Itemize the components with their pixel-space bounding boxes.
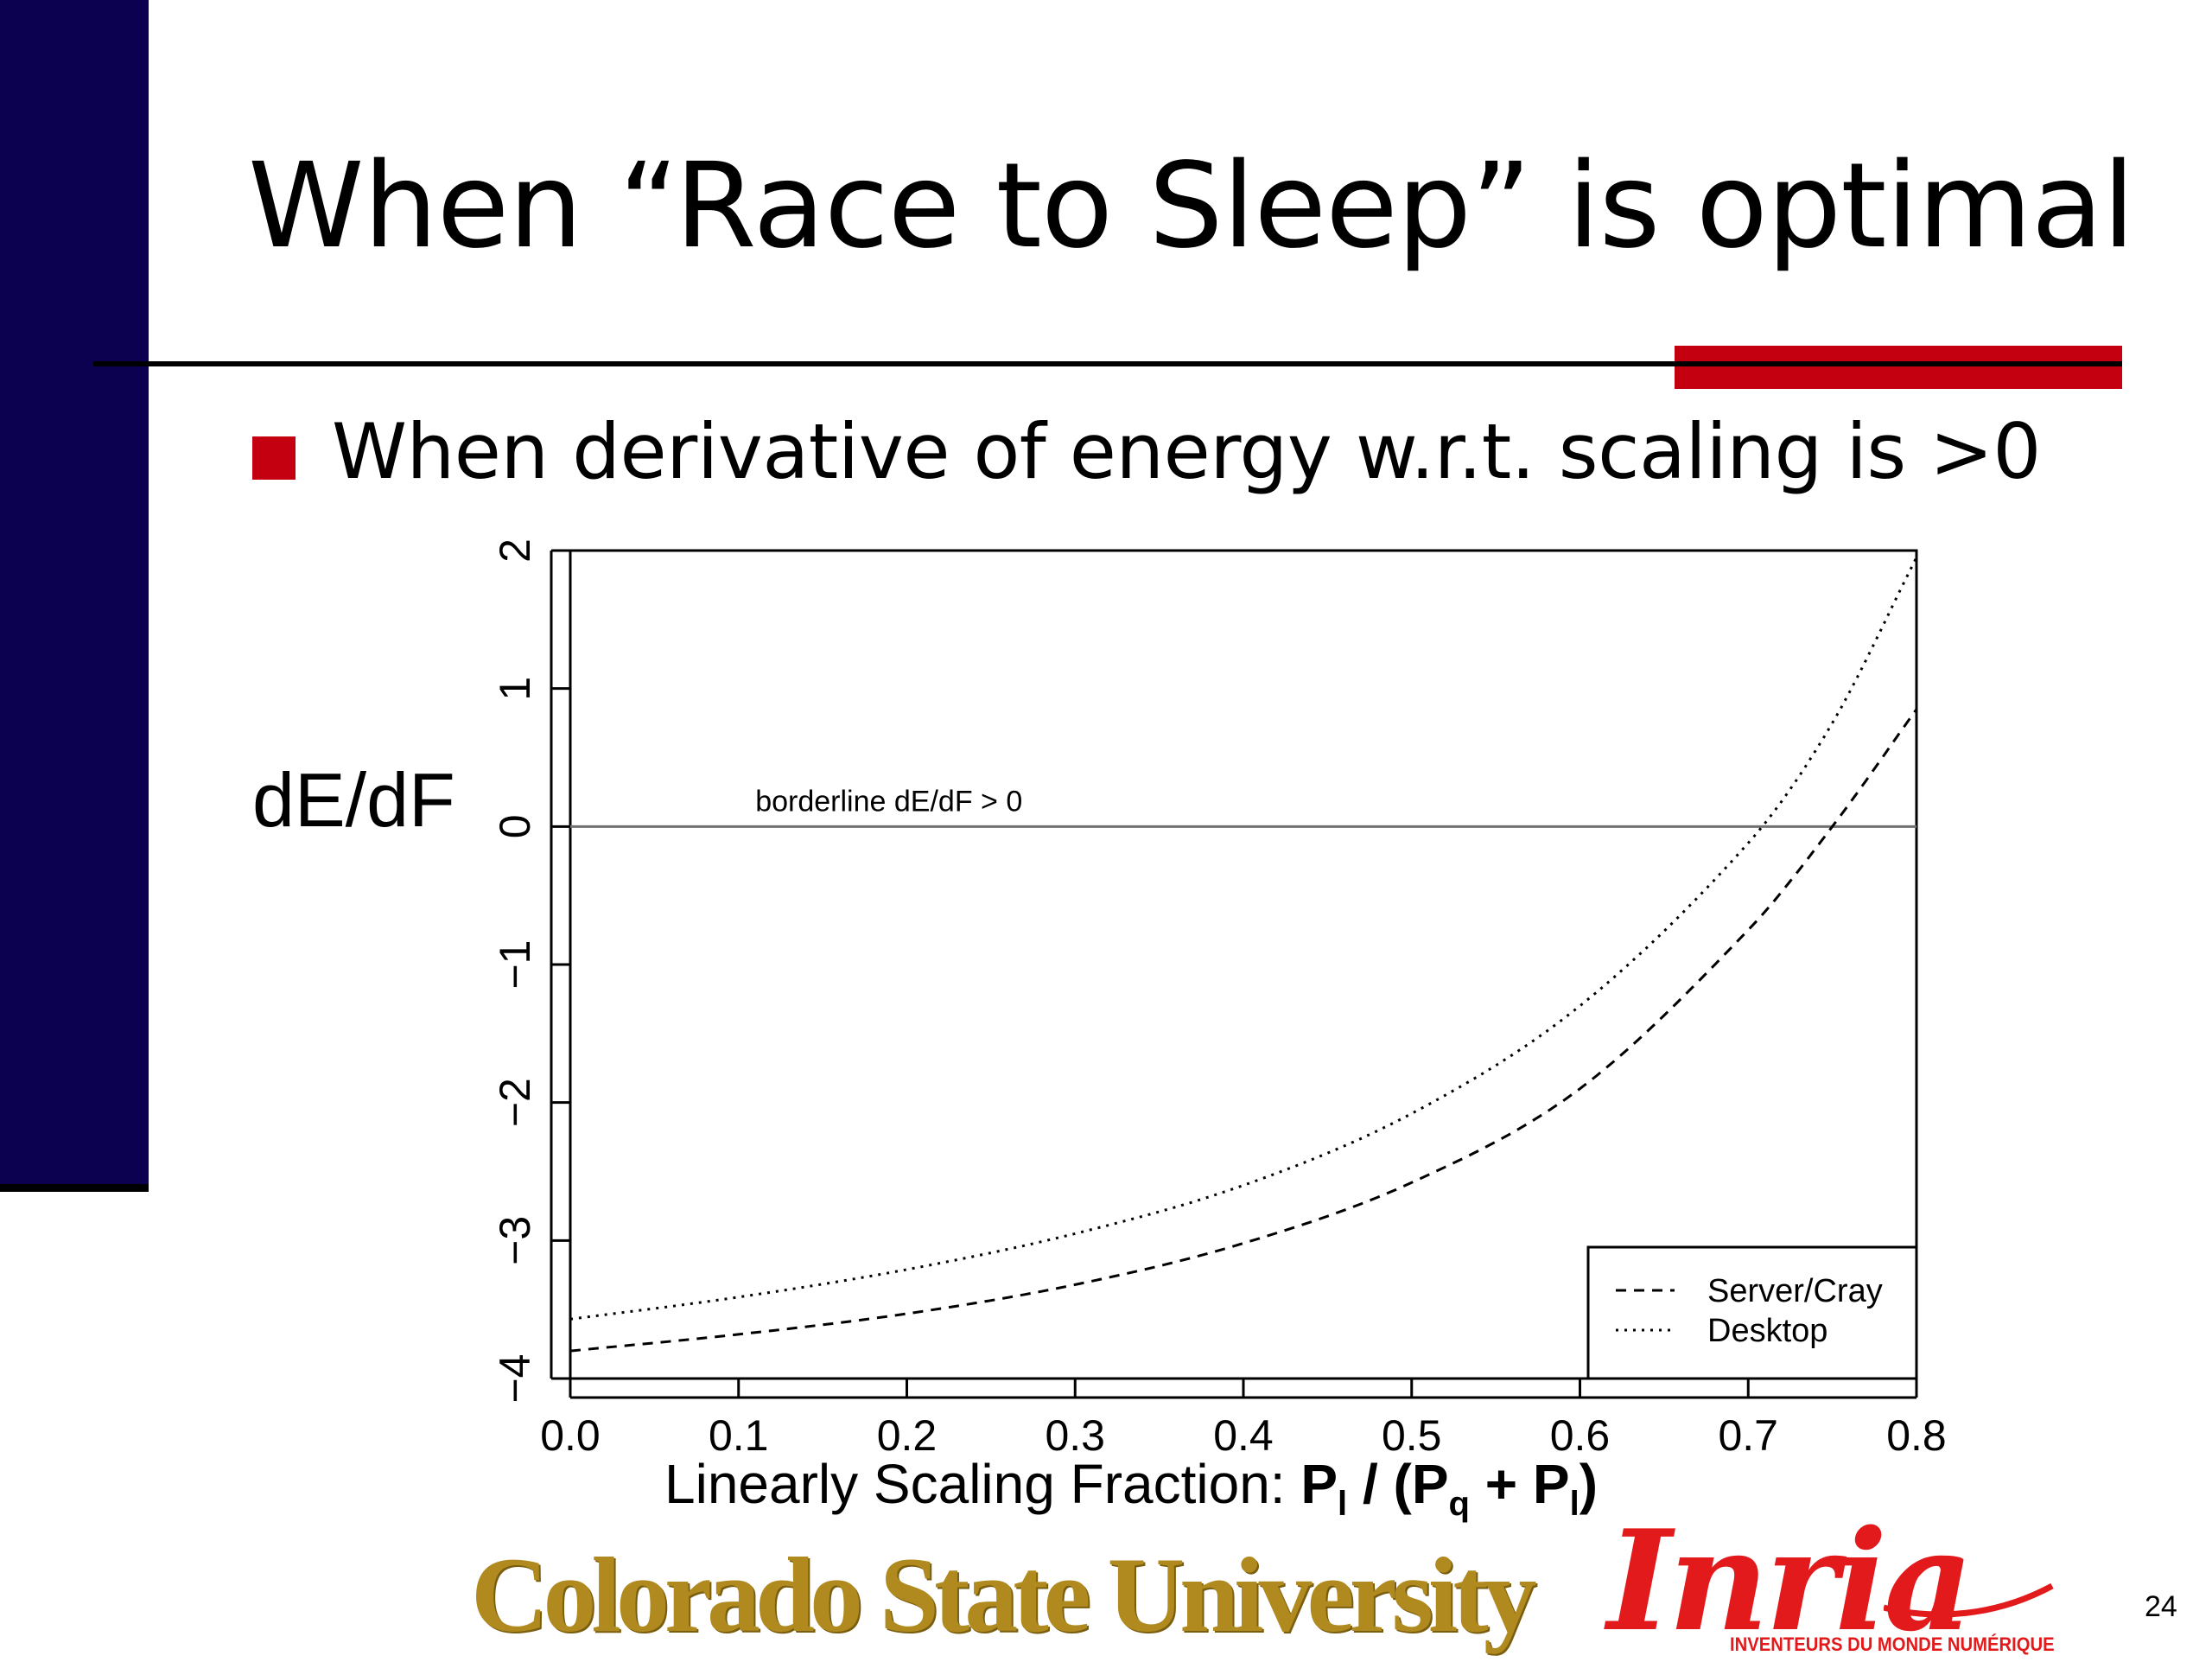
inria-logo-text: Inria	[1607, 1500, 1974, 1662]
legend-label: Desktop	[1707, 1313, 1827, 1349]
x-tick-label: 0.8	[1886, 1411, 1947, 1460]
legend-label: Server/Cray	[1707, 1273, 1883, 1309]
sidebar-band-edge	[0, 1184, 149, 1192]
x-axis-label-formula: Pl / (Pq + Pl)	[1300, 1453, 1598, 1523]
x-axis-formula-part: )	[1579, 1453, 1598, 1515]
sidebar-band	[0, 0, 149, 1184]
x-axis-formula-subscript: l	[1338, 1484, 1348, 1523]
csu-logo: Colorado State University	[471, 1536, 1537, 1654]
x-axis-label-prefix: Linearly Scaling Fraction:	[664, 1453, 1301, 1515]
x-axis-formula-subscript: q	[1448, 1484, 1470, 1523]
x-tick-label: 0.5	[1382, 1411, 1442, 1460]
y-axis-label: dE/dF	[252, 757, 455, 843]
x-tick-label: 0.3	[1045, 1411, 1105, 1460]
legend-box	[1586, 1245, 1918, 1380]
x-axis-formula-part: +	[1469, 1453, 1533, 1515]
page-number: 24	[2145, 1590, 2177, 1623]
bullet-text: When derivative of energy w.r.t. scaling…	[332, 407, 2041, 496]
x-axis-formula-part: / (	[1347, 1453, 1412, 1515]
slide-title: When “Race to Sleep” is optimal	[248, 138, 2135, 275]
y-tick-label: −3	[491, 1216, 539, 1265]
bullet-square-icon	[252, 436, 296, 480]
x-axis-formula-subscript: l	[1569, 1484, 1580, 1523]
x-axis-label: Linearly Scaling Fraction: Pl / (Pq + Pl…	[0, 1452, 2212, 1524]
x-axis-formula-part: P	[1300, 1453, 1338, 1515]
y-tick-label: 0	[491, 814, 539, 838]
x-axis-formula-part: P	[1411, 1453, 1449, 1515]
x-tick-label: 0.6	[1550, 1411, 1611, 1460]
x-tick-label: 0.4	[1213, 1411, 1274, 1460]
title-divider-overlay	[1675, 361, 2122, 366]
y-tick-label: −2	[491, 1078, 539, 1127]
title-divider	[93, 361, 2115, 366]
inria-tagline: INVENTEURS DU MONDE NUMÉRIQUE	[1730, 1633, 2055, 1655]
y-tick-label: −1	[491, 939, 539, 989]
x-axis-formula-part: P	[1532, 1453, 1570, 1515]
x-tick-label: 0.2	[877, 1411, 938, 1460]
x-tick-label: 0.1	[709, 1411, 769, 1460]
inria-swoosh-icon	[1884, 1582, 2054, 1618]
title-accent-bar	[1675, 346, 2122, 389]
y-tick-label: 1	[491, 677, 539, 701]
y-tick-label: 2	[491, 538, 539, 563]
series-line-server-cray	[569, 708, 1918, 1353]
x-tick-label: 0.0	[540, 1411, 601, 1460]
x-tick-label: 0.7	[1718, 1411, 1778, 1460]
series-line-desktop	[569, 557, 1918, 1321]
y-tick-label: −4	[491, 1353, 539, 1403]
reference-line-label: borderline dE/dF > 0	[755, 785, 1022, 818]
inria-logo: Inria	[1607, 1500, 1974, 1662]
